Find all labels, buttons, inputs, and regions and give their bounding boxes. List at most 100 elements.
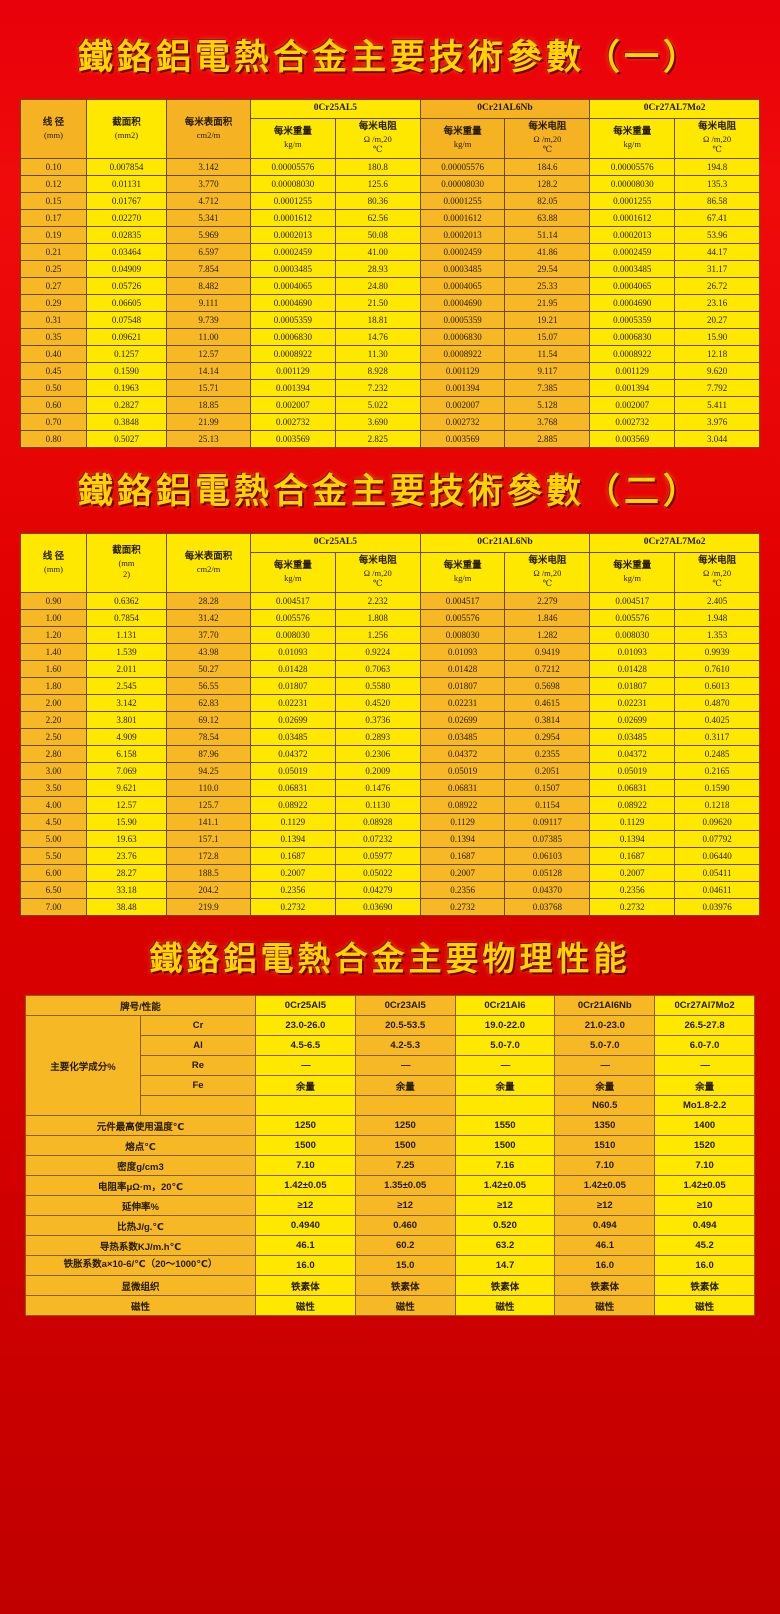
table-cell: 0.001129	[250, 362, 336, 380]
table-cell: 0.7212	[504, 660, 591, 678]
table-cell: 11.30	[334, 345, 421, 363]
table-cell: 184.6	[504, 158, 591, 176]
table-cell: 1.256	[334, 626, 421, 644]
property-value: 1350	[554, 1115, 656, 1136]
table-cell: 0.0006830	[589, 328, 676, 346]
table-cell: 0.2007	[250, 864, 336, 882]
table-cell: 0.0003485	[250, 260, 336, 278]
table-cell: 0.5027	[86, 430, 167, 448]
table-cell: 1.846	[504, 609, 591, 627]
table-cell: 0.17	[20, 209, 87, 227]
property-value: 1500	[354, 1135, 456, 1156]
table-cell: 7.854	[166, 260, 251, 278]
table-cell: 0.50	[20, 379, 87, 397]
table-row: Al 4.5-6.5 4.2-5.3 5.0-7.0 5.0-7.0 6.0-7.0	[26, 1035, 755, 1056]
table-cell: 0.01131	[86, 175, 167, 193]
table2-body: 0.90 0.6362 28.28 0.004517 2.232 0.004517 2.27…	[20, 592, 760, 916]
composition-value: 23.0-26.0	[255, 1015, 356, 1036]
table-cell: 5.128	[504, 396, 591, 414]
table-row: 电阻率μΩ·m，20℃ 1.42±0.05 1.35±0.05 1.42±0.05 1.…	[25, 1175, 755, 1196]
table-cell: 0.07385	[504, 830, 591, 848]
table-cell: 82.05	[504, 192, 591, 210]
table-cell: 0.1687	[250, 847, 336, 865]
table3-body: 牌号/性能 0Cr25Al5 0Cr23Al5 0Cr21Al6 0Cr21Al6Nb 0…	[25, 995, 755, 1316]
table-cell: 0.005576	[589, 609, 676, 627]
table-cell: 1.131	[86, 626, 167, 644]
table-row: 0.21 0.03464 6.597 0.0002459 41.00 0.0002459 4…	[20, 243, 760, 261]
property-value: 1250	[354, 1115, 456, 1136]
table-cell: 1.00	[20, 609, 87, 627]
table-row: 1.60 2.011 50.27 0.01428 0.7063 0.01428 0.7212…	[20, 660, 760, 678]
table-row: 1.80 2.545 56.55 0.01807 0.5580 0.01807 0.5698…	[20, 677, 760, 695]
table-cell: 0.0008922	[589, 345, 676, 363]
table-cell: 0.2356	[589, 881, 676, 899]
table-cell: 15.71	[166, 379, 251, 397]
table-cell: 0.01428	[589, 660, 676, 678]
table-cell: 0.03485	[250, 728, 336, 746]
property-value: 7.10	[554, 1155, 656, 1176]
table-cell: 0.001129	[419, 362, 506, 380]
composition-value: 5.0-7.0	[554, 1035, 656, 1056]
table-cell: 12.57	[166, 345, 251, 363]
table-cell: 157.1	[166, 830, 251, 848]
table-row: 3.00 7.069 94.25 0.05019 0.2009 0.05019 0.2051…	[20, 762, 760, 780]
table-cell: 0.008030	[250, 626, 336, 644]
table-row: 牌号/性能 0Cr25Al5 0Cr23Al5 0Cr21Al6 0Cr21Al6Nb 0…	[25, 995, 755, 1016]
table-row: 0.12 0.01131 3.770 0.00008030 125.6 0.0000803…	[20, 175, 760, 193]
table-cell: 0.04279	[334, 881, 421, 899]
header-resistance-2: 每米电阻 Ω /m,20 ℃	[504, 117, 591, 160]
table-cell: 0.0006830	[250, 328, 336, 346]
property-value: 铁素体	[554, 1275, 656, 1296]
property-value: 0.4940	[255, 1215, 356, 1236]
table-cell: 0.003569	[589, 430, 676, 448]
table1-header-row-1: 线 径 (mm) 截面积 (mm2) 每米表面积 cm2/m 0Cr25AL5 …	[20, 99, 760, 159]
table-cell: 0.2732	[250, 898, 336, 916]
table-cell: 28.27	[86, 864, 167, 882]
table-cell: 0.0004690	[589, 294, 676, 312]
table-cell: 0.1687	[419, 847, 506, 865]
property-value: 46.1	[255, 1235, 356, 1256]
table-cell: 0.05128	[504, 864, 591, 882]
bottom-spacer	[0, 1316, 780, 1328]
table-cell: 6.00	[20, 864, 87, 882]
property-value: 1500	[454, 1135, 556, 1156]
table-cell: 63.88	[504, 209, 591, 227]
property-value: 1.42±0.05	[654, 1175, 755, 1196]
table-cell: 0.2007	[419, 864, 506, 882]
table-cell: 1.60	[20, 660, 87, 678]
table-cell: 0.00008030	[589, 175, 676, 193]
table-row: 导热系数KJ/m.h℃ 46.1 60.2 63.2 46.1 45.2	[25, 1235, 755, 1256]
composition-value: 余量	[654, 1075, 755, 1096]
table-cell: 0.07792	[674, 830, 760, 848]
table-cell: 9.620	[674, 362, 760, 380]
header-weight-2: 每米重量 kg/m	[419, 551, 506, 594]
table-cell: 0.08922	[419, 796, 506, 814]
table-cell: 0.21	[20, 243, 87, 261]
table-cell: 0.2356	[419, 881, 506, 899]
table-cell: 0.08922	[589, 796, 676, 814]
table-cell: 0.2732	[589, 898, 676, 916]
table-cell: 0.008030	[589, 626, 676, 644]
table-cell: 0.01807	[589, 677, 676, 695]
table-cell: 0.03485	[419, 728, 506, 746]
table-cell: 0.01093	[250, 643, 336, 661]
table-cell: 0.002007	[419, 396, 506, 414]
table-cell: 9.621	[86, 779, 167, 797]
table-cell: 12.57	[86, 796, 167, 814]
table-row: 熔点℃ 1500 1500 1500 1510 1520	[25, 1135, 755, 1156]
composition-value	[454, 1095, 556, 1116]
table1-header: 线 径 (mm) 截面积 (mm2) 每米表面积 cm2/m 0Cr25AL5 …	[20, 99, 760, 160]
table-cell: 2.825	[334, 430, 421, 448]
table1-header-row-2: 每米重量 kg/m 每米电阻 Ω /m,20 ℃ 每米重量 kg/m 每米电阻 …	[21, 117, 760, 160]
table-cell: 0.7063	[334, 660, 421, 678]
table-row: 0.19 0.02835 5.969 0.0002013 50.08 0.0002013 5…	[20, 226, 760, 244]
property-value: 磁性	[255, 1295, 356, 1316]
table-cell: 0.9939	[674, 643, 760, 661]
table-cell: 0.1963	[86, 379, 167, 397]
table-cell: 0.002007	[250, 396, 336, 414]
table-cell: 3.142	[86, 694, 167, 712]
table-row: 磁性 磁性 磁性 磁性 磁性 磁性	[25, 1295, 755, 1316]
header-alloy: 0Cr23Al5	[354, 995, 456, 1016]
poster-page: 鐵鉻鋁電熱合金主要技術參數（一） 线 径 (mm) 截面积 (mm2) 每米表面…	[0, 40, 780, 1328]
table-row: 0.15 0.01767 4.712 0.0001255 80.36 0.0001255 8…	[20, 192, 760, 210]
